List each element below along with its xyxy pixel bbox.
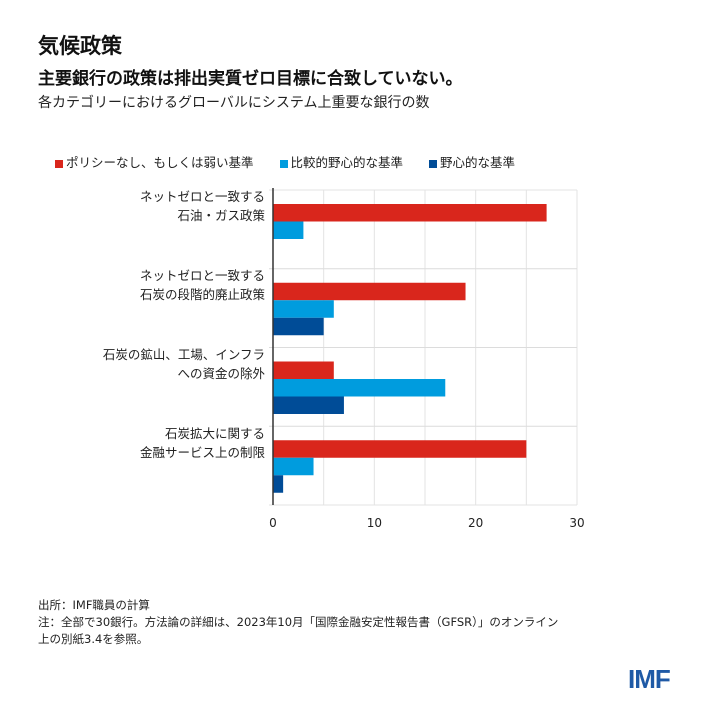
legend-label: 野心的な基準 [440, 155, 516, 170]
legend-swatch [429, 159, 438, 168]
category-label: ネットゼロと一致する 石油・ガス政策 [139, 189, 265, 223]
bar [273, 440, 527, 458]
bar [273, 204, 547, 222]
legend-label: 比較的野心的な基準 [290, 155, 404, 170]
x-tick-label: 20 [468, 516, 483, 530]
legend: ポリシーなし、もしくは弱い基準 比較的野心的な基準 野心的な基準 [55, 152, 515, 171]
bar [273, 457, 314, 476]
category-label: ネットゼロと一致する 石炭の段階的廃止政策 [139, 268, 265, 302]
footnote-line-1: 注：全部で30銀行。方法論の詳細は、2023年10月「国際金融安定性報告書（GF… [38, 615, 559, 629]
legend-item-ambitious: 野心的な基準 [429, 152, 515, 171]
legend-item-relatively-ambitious: 比較的野心的な基準 [279, 152, 404, 171]
bar [273, 300, 334, 318]
x-tick-label: 0 [269, 516, 277, 530]
legend-label: ポリシーなし、もしくは弱い基準 [66, 155, 254, 170]
legend-swatch [55, 159, 63, 168]
category-label: 石炭拡大に関する 金融サービス上の制限 [139, 426, 265, 460]
bar [273, 282, 466, 301]
bar [273, 475, 284, 493]
category-label: 石炭の鉱山、工場、インフラ への資金の除外 [102, 347, 265, 381]
page-title: 気候政策 [38, 34, 122, 58]
footnote-line-2: 上の別紙3.4を参照。 [38, 632, 149, 646]
bar [273, 379, 446, 397]
bar [273, 396, 344, 414]
chart-description: 各カテゴリーにおけるグローバルにシステム上重要な銀行の数 [38, 95, 430, 111]
source-note: 出所：IMF職員の計算 [38, 598, 150, 612]
legend-item-weak: ポリシーなし、もしくは弱い基準 [55, 152, 254, 171]
x-tick-label: 30 [569, 516, 584, 530]
legend-swatch [279, 159, 288, 168]
imf-logo: IMF [628, 664, 671, 694]
bar [273, 221, 304, 239]
bar [273, 361, 334, 379]
x-tick-label: 10 [367, 516, 382, 530]
page-subtitle: 主要銀行の政策は排出実質ゼロ目標に合致していない。 [38, 69, 463, 89]
bar [273, 317, 324, 336]
